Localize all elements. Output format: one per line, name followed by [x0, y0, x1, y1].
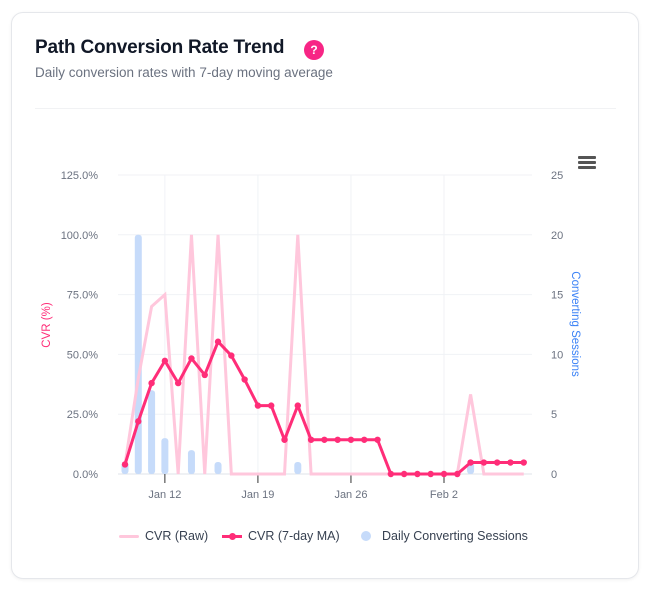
point-cvr-ma [188, 355, 195, 362]
right-tick-label: 0 [551, 469, 557, 481]
point-cvr-ma [387, 470, 395, 478]
chart-card [11, 12, 639, 579]
point-cvr-ma [161, 357, 169, 365]
x-tick-label: Feb 2 [430, 489, 458, 501]
left-tick-label: 50.0% [67, 349, 98, 361]
legend-label-sessions: Daily Converting Sessions [382, 529, 528, 543]
point-cvr-ma [400, 470, 408, 478]
bar-sessions [134, 234, 142, 474]
point-cvr-ma [467, 459, 474, 466]
right-axis-title: Converting Sessions [569, 271, 581, 377]
point-cvr-ma [228, 352, 235, 359]
right-tick-label: 25 [551, 170, 563, 182]
x-tick-label: Jan 19 [241, 489, 274, 501]
point-cvr-ma [281, 436, 288, 443]
point-cvr-ma [294, 402, 301, 409]
chart-title: Path Conversion Rate Trend [35, 37, 285, 58]
point-cvr-ma [321, 436, 328, 443]
x-tick-label: Jan 26 [334, 489, 367, 501]
legend-item-ma[interactable]: CVR (7-day MA) [222, 529, 340, 543]
chart-subtitle: Daily conversion rates with 7-day moving… [35, 65, 333, 80]
point-cvr-ma [361, 436, 368, 443]
point-cvr-ma [347, 436, 355, 443]
left-tick-label: 125.0% [61, 170, 99, 182]
legend-dot-icon [361, 531, 371, 541]
bar-sessions [187, 450, 195, 474]
point-cvr-ma [135, 418, 142, 425]
left-tick-label: 75.0% [67, 290, 98, 302]
left-tick-label: 25.0% [67, 409, 98, 421]
right-tick-label: 5 [551, 409, 557, 421]
point-cvr-ma [334, 436, 341, 443]
point-cvr-ma [440, 470, 448, 478]
x-tick-label: Jan 12 [148, 489, 181, 501]
bar-sessions [294, 462, 302, 474]
point-cvr-ma [254, 402, 262, 409]
legend-line-icon [119, 534, 139, 538]
point-cvr-ma [427, 470, 434, 478]
left-axis-title: CVR (%) [41, 302, 53, 348]
point-cvr-ma [174, 379, 182, 387]
legend-item-sessions[interactable]: Daily Converting Sessions [361, 529, 528, 543]
left-tick-label: 100.0% [61, 230, 99, 242]
legend-item-raw[interactable]: CVR (Raw) [119, 529, 208, 543]
point-cvr-ma [414, 470, 421, 478]
point-cvr-ma [374, 436, 381, 443]
legend-line-dot-icon [222, 532, 242, 540]
help-icon[interactable]: ? [304, 40, 324, 60]
point-cvr-ma [307, 436, 315, 443]
point-cvr-ma [121, 461, 129, 468]
right-tick-label: 10 [551, 349, 563, 361]
point-cvr-ma [493, 459, 501, 466]
point-cvr-ma [241, 376, 248, 383]
point-cvr-ma [507, 459, 514, 466]
point-cvr-ma [454, 470, 461, 478]
hamburger-menu-icon[interactable] [578, 156, 596, 170]
point-cvr-ma [480, 459, 488, 466]
legend-label-raw: CVR (Raw) [145, 529, 209, 543]
point-cvr-ma [148, 379, 155, 387]
left-tick-label: 0.0% [73, 469, 98, 481]
point-cvr-ma [520, 459, 527, 466]
bar-sessions [148, 390, 156, 474]
point-cvr-ma [214, 338, 222, 345]
right-tick-label: 20 [551, 230, 563, 242]
divider [35, 108, 616, 109]
point-cvr-ma [201, 371, 208, 379]
right-tick-label: 15 [551, 290, 563, 302]
point-cvr-ma [268, 402, 275, 409]
bar-sessions [214, 462, 222, 474]
bar-sessions [161, 438, 169, 474]
legend-label-ma: CVR (7-day MA) [248, 529, 340, 543]
